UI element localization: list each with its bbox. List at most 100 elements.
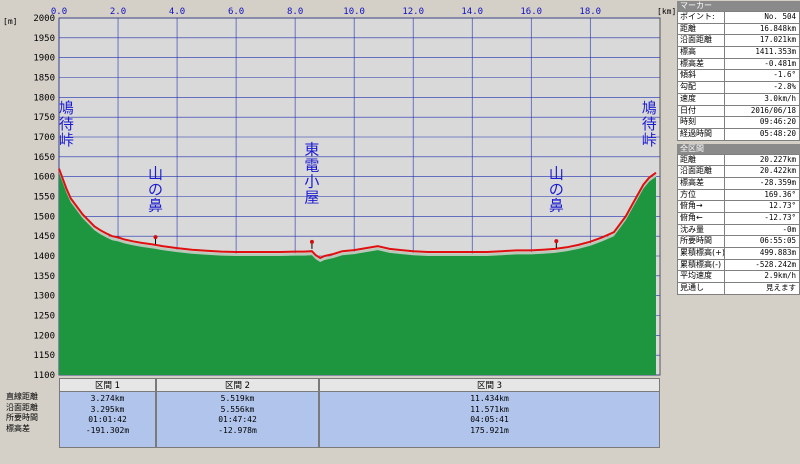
marker_panel-row-value: 3.0km/h (764, 93, 796, 103)
row-label-elevation-diff: 標高差 (6, 423, 30, 433)
place-label: 鳩待峠 (59, 99, 74, 149)
x-tick-label: 4.0 (169, 7, 185, 17)
segment-value: -191.302m (85, 425, 130, 435)
marker_panel-row: 距離 16.848km (677, 23, 800, 36)
marker_panel-row-value: 1411.353m (755, 47, 796, 57)
route-line (58, 168, 657, 260)
y-tick-label: 1500 (33, 212, 55, 222)
segment-2[interactable]: 区間 2 5.519km 5.556km 01:47:42 -12.978m (156, 378, 319, 450)
y-tick-label: 1550 (33, 193, 55, 203)
marker_panel-row-label: 日付 (678, 105, 725, 117)
total_panel-row-label: 方位 (678, 189, 725, 201)
total_panel-row: 距離 20.227km (677, 153, 800, 167)
segment-1-header[interactable]: 区間 1 (59, 378, 156, 392)
total_panel-row-value: -0m (782, 224, 796, 234)
marker-panel-title: マーカー (677, 1, 800, 11)
total_panel-row: 標高差 -28.359m (677, 177, 800, 190)
x-tick-label: 0.0 (51, 7, 67, 17)
markers (153, 235, 559, 249)
y-tick-label: 1150 (33, 351, 55, 361)
x-axis-ticks: 0.0 2.0 4.0 6.0 8.0 10.0 12.0 14.0 16.0 18.0 (51, 7, 601, 17)
place-label: 東電小屋 (304, 140, 319, 206)
row-label-duration: 所要時間 (6, 413, 38, 422)
x-tick-label: 2.0 (110, 7, 126, 17)
info-panel: マーカー ポイント: No. 504 距離 16.848km 沿面距離 17.021km 標… (677, 0, 800, 457)
marker_panel-row-value: -1.6° (773, 70, 796, 80)
marker_panel-row: ポイント: No. 504 (677, 11, 800, 24)
total_panel-row-label: 沈み量 (678, 224, 725, 236)
place-label: 鳩待峠 (642, 99, 657, 149)
y-axis-ticks: 1100 1150 1200 1250 1300 1350 1400 1450 1500 1550… (33, 14, 55, 378)
marker_panel-row-value: 05:48:20 (759, 128, 796, 138)
total_panel-row-value: 見えます (766, 283, 796, 293)
total_panel-row-label: 俯角← (678, 213, 725, 224)
total_panel-row-value: 169.36° (764, 189, 796, 199)
y-tick-label: 1850 (33, 74, 55, 84)
marker_panel-row: 沿面距離 17.021km (677, 35, 800, 48)
segment-value: 3.274km (90, 394, 125, 403)
place-label: 山の鼻 (148, 164, 163, 214)
x-unit-label: [km] (657, 7, 676, 16)
segment-value: 01:01:42 (88, 415, 127, 424)
total_panel-row-value: -528.242m (755, 259, 796, 269)
segment-value: 175.921m (470, 425, 509, 435)
total_panel-row-value: 06:55:05 (759, 236, 796, 246)
segment-3[interactable]: 区間 3 11.434km 11.571km 04:05:41 175.921m (319, 378, 660, 450)
marker_panel-row-label: ポイント: (678, 12, 725, 23)
total_panel-row-value: -28.359m (759, 177, 796, 187)
segment-value: 04:05:41 (470, 415, 509, 424)
marker_panel-row: 標高 1411.353m (677, 47, 800, 59)
total_panel-row-label: 平均速度 (678, 271, 725, 283)
elevation-chart: 1100 1150 1200 1250 1300 1350 1400 1450 1500 1550… (3, 7, 676, 378)
total_panel-row-value: 20.422km (759, 166, 796, 176)
y-tick-label: 1450 (33, 232, 55, 242)
marker_panel-row-label: 標高 (678, 47, 725, 58)
segment-row-labels: 直線距離 沿面距離 所要時間 標高差 (0, 392, 58, 464)
total_panel-row: 方位 169.36° (677, 189, 800, 202)
total_panel-row-label: 俯角→ (678, 201, 725, 212)
marker_panel-row: 時刻 09:46:20 (677, 117, 800, 129)
segment-value: 5.519km (220, 394, 255, 403)
segment-1[interactable]: 区間 1 3.274km 3.295km 01:01:42 -191.302m (59, 378, 156, 450)
segment-3-header[interactable]: 区間 3 (319, 378, 660, 392)
total_panel-row: 累積標高(-) -528.242m (677, 259, 800, 272)
segment-table: 直線距離 沿面距離 所要時間 標高差 区間 1 3.274km 3.295km … (0, 378, 660, 464)
total_panel-row-value: 20.227km (759, 154, 796, 164)
segment-value: 01:47:42 (218, 415, 257, 424)
marker_panel-row: 標高差 -0.481m (677, 58, 800, 71)
total_panel-row-label: 累積標高(-) (678, 259, 725, 271)
segment-3-values: 11.434km 11.571km 04:05:41 175.921m (319, 392, 660, 448)
total-panel-rows: 距離 20.227km 沿面距離 20.422km 標高差 -28.359m 方位 169.3… (677, 153, 800, 295)
x-tick-label: 18.0 (579, 7, 601, 17)
total_panel-row: 沿面距離 20.422km (677, 166, 800, 178)
x-tick-label: 14.0 (461, 7, 483, 17)
x-tick-label: 8.0 (287, 7, 303, 17)
total_panel-row: 累積標高(+) 499.883m (677, 248, 800, 260)
segment-2-header[interactable]: 区間 2 (156, 378, 319, 392)
total_panel-row: 所要時間 06:55:05 (677, 236, 800, 249)
place-label: 山の鼻 (549, 164, 564, 214)
total_panel-row: 俯角← -12.73° (677, 213, 800, 225)
marker_panel-row-label: 経過時間 (678, 128, 725, 140)
total_panel-row: 俯角→ 12.73° (677, 201, 800, 213)
terrain-area (59, 172, 656, 375)
x-tick-label: 6.0 (228, 7, 244, 17)
marker_panel-row-label: 傾斜 (678, 70, 725, 82)
marker-pin-icon (554, 239, 559, 244)
y-tick-label: 1750 (33, 113, 55, 123)
total_panel-row: 沈み量 -0m (677, 224, 800, 237)
y-tick-label: 1400 (33, 252, 55, 262)
marker_panel-row-value: 2016/06/18 (750, 105, 796, 115)
segment-value: 11.434km (470, 394, 509, 403)
marker_panel-row-value: 16.848km (759, 23, 796, 33)
total_panel-row-label: 沿面距離 (678, 166, 725, 177)
y-tick-label: 1600 (33, 173, 55, 183)
marker_panel-row-label: 時刻 (678, 117, 725, 128)
y-tick-label: 1700 (33, 133, 55, 143)
marker_panel-row: 傾斜 -1.6° (677, 70, 800, 83)
x-tick-label: 12.0 (402, 7, 424, 17)
marker_panel-row-label: 標高差 (678, 58, 725, 70)
marker_panel-row-label: 速度 (678, 93, 725, 105)
y-tick-label: 2000 (33, 14, 55, 24)
